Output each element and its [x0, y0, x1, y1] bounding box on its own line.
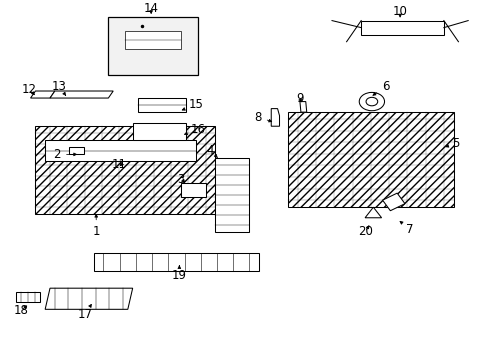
Text: 18: 18 [13, 304, 28, 317]
Text: 11: 11 [111, 158, 126, 171]
Polygon shape [45, 288, 132, 309]
Polygon shape [137, 98, 186, 112]
Circle shape [359, 93, 384, 111]
Text: 13: 13 [51, 80, 66, 95]
Text: 20: 20 [357, 225, 372, 238]
Polygon shape [132, 123, 186, 140]
Text: 7: 7 [399, 221, 413, 235]
Polygon shape [45, 140, 196, 161]
Text: 3: 3 [177, 172, 184, 185]
Text: 2: 2 [54, 148, 76, 161]
Text: 9: 9 [296, 92, 303, 105]
Text: 16: 16 [184, 122, 205, 135]
Text: 5: 5 [445, 137, 459, 150]
Polygon shape [365, 207, 381, 218]
Polygon shape [299, 102, 306, 112]
Polygon shape [30, 91, 55, 98]
Polygon shape [361, 21, 443, 35]
Polygon shape [16, 292, 40, 302]
Text: 19: 19 [171, 266, 186, 282]
Polygon shape [271, 109, 279, 126]
Polygon shape [215, 158, 249, 232]
Text: 10: 10 [392, 5, 407, 18]
Bar [108, 17, 198, 75]
Polygon shape [125, 31, 181, 49]
Text: 15: 15 [182, 98, 203, 111]
Text: 12: 12 [22, 83, 37, 96]
Text: 17: 17 [78, 305, 92, 321]
Text: 1: 1 [92, 214, 100, 238]
Polygon shape [50, 91, 113, 98]
Polygon shape [181, 183, 205, 197]
Text: 4: 4 [206, 144, 217, 157]
Text: 8: 8 [254, 111, 271, 123]
Text: 14: 14 [143, 2, 158, 15]
Circle shape [366, 97, 377, 106]
Polygon shape [94, 253, 259, 271]
Text: 6: 6 [372, 80, 388, 95]
Polygon shape [69, 147, 84, 154]
Polygon shape [382, 193, 404, 211]
